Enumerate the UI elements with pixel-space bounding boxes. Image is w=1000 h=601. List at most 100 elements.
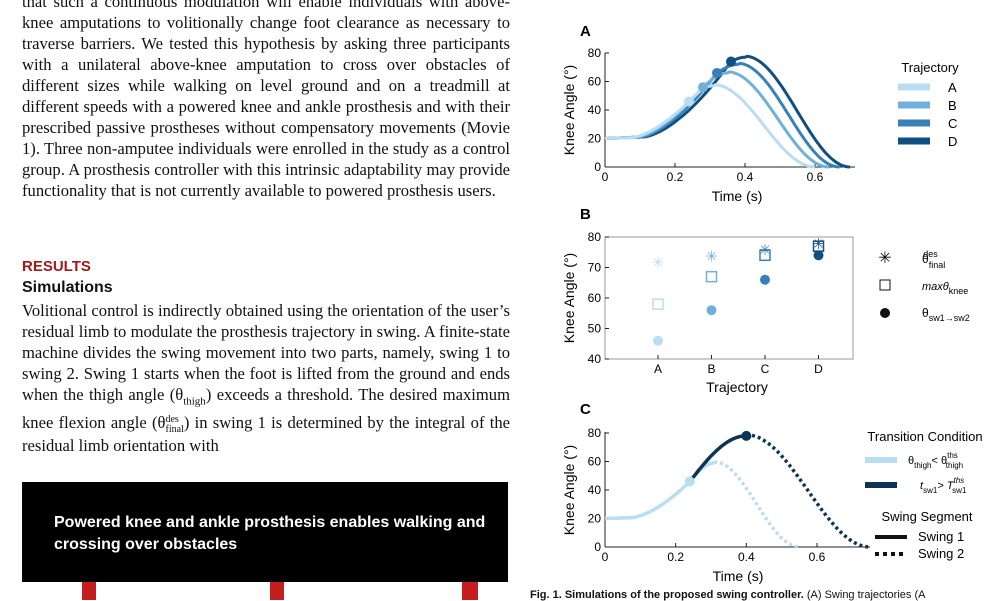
xtick-label: 0.6 xyxy=(807,170,824,184)
circle-point xyxy=(653,335,663,346)
legend-theta-final: θfinaldes xyxy=(922,249,945,270)
sim-sub-2: final xyxy=(165,423,184,435)
ytick-label: 20 xyxy=(588,132,602,146)
xtick-label: 0 xyxy=(602,170,609,184)
simulations-paragraph: Volitional control is indirectly obtaine… xyxy=(22,300,510,456)
figure-middle xyxy=(270,582,284,600)
simulations-heading: Simulations xyxy=(22,279,113,296)
sim-supsub: des final xyxy=(165,413,184,435)
ytick-label: 40 xyxy=(588,352,602,366)
panel-a-transition-point-B xyxy=(698,82,708,93)
panel-a-series xyxy=(604,54,851,169)
square-point xyxy=(652,298,664,310)
sim-text-1: Volitional control is indirectly obtaine… xyxy=(22,301,510,404)
panel-b-xticks: A B C D xyxy=(654,355,823,376)
seg1-label: Swing 1 xyxy=(918,529,964,544)
panel-c-xticks: 0 0.2 0.4 0.6 xyxy=(602,543,826,564)
results-heading: RESULTS xyxy=(22,258,91,275)
panel-b-yticks: 40 50 60 70 80 xyxy=(588,230,609,366)
circle-point xyxy=(813,250,824,261)
legend-theta-sw: θsw1→sw2 xyxy=(922,306,970,323)
square-point xyxy=(705,270,718,283)
ytick-label: 0 xyxy=(594,160,601,174)
panel-c-xlabel: Time (s) xyxy=(713,568,764,584)
panel-a-xlabel: Time (s) xyxy=(712,188,763,204)
legend-label-A: A xyxy=(948,80,957,95)
panel-c-transition-point-dark xyxy=(741,430,752,441)
panel-b-ylabel: Knee Angle (°) xyxy=(561,253,577,343)
sim-text-2: ) exceeds a threshold. The desired maxim… xyxy=(22,385,511,433)
ytick-label: 80 xyxy=(588,426,602,440)
video-figures xyxy=(82,582,478,600)
circle-point xyxy=(760,274,770,285)
panel-a-transition-point-C xyxy=(712,67,722,78)
movie-1-player[interactable]: Powered knee and ankle prosthesis enable… xyxy=(22,482,508,600)
ytick-label: 80 xyxy=(588,230,602,244)
xtick-label: 0.6 xyxy=(809,550,826,564)
panel-c-dark-swing1 xyxy=(688,434,747,483)
panel-b-xlabel: Trajectory xyxy=(706,379,768,395)
xtick-label: 0.4 xyxy=(737,170,754,184)
tc1-label: θthigh< θths thigh xyxy=(908,451,963,470)
ytick-label: 50 xyxy=(588,322,602,336)
ytick-label: 20 xyxy=(588,512,602,526)
panel-a-xticks: 0 0.2 0.4 0.6 xyxy=(602,163,824,184)
panel-a-ylabel: Knee Angle (°) xyxy=(561,65,577,155)
panel-b-legend: ✳ θfinaldes maxθknee θsw1→sw2 xyxy=(878,249,969,323)
panel-a-legend-title: Trajectory xyxy=(901,60,959,75)
legend-circle-icon xyxy=(880,308,890,318)
asterisk-point: ✳ xyxy=(652,254,665,271)
panel-c-transition-point-light xyxy=(684,476,695,487)
ytick-label: 60 xyxy=(588,75,602,89)
panel-a-transition-point-A xyxy=(684,96,694,107)
panel-c-light-swing2 xyxy=(713,460,800,549)
panel-a-yticks: 0 20 40 60 80 xyxy=(588,46,609,174)
panel-c-rise xyxy=(604,480,692,521)
panel-c-dark-swing2 xyxy=(745,432,871,549)
sim-sup-2: des xyxy=(165,413,179,425)
figure-right xyxy=(462,582,478,600)
panel-c-tc-title: Transition Condition xyxy=(867,429,982,444)
panel-b-points: ✳ ✳ ✳ ✳ xyxy=(652,236,825,346)
figure-caption: Fig. 1. Simulations of the proposed swin… xyxy=(530,589,1000,601)
legend-label-B: B xyxy=(948,98,957,113)
ytick-label: 0 xyxy=(594,540,601,554)
video-frame-bottom xyxy=(22,582,508,600)
asterisk-point: ✳ xyxy=(705,248,718,265)
panel-c-seg-title: Swing Segment xyxy=(881,509,972,524)
ytick-label: 40 xyxy=(588,483,602,497)
panel-b-letter: B xyxy=(580,206,591,223)
caption-bold: Fig. 1. Simulations of the proposed swin… xyxy=(530,589,804,601)
panel-c-axes xyxy=(604,432,870,548)
legend-square-icon xyxy=(879,279,891,291)
xtick-label: 0.4 xyxy=(738,550,755,564)
panel-a-transition-point-D xyxy=(726,56,736,67)
panel-c-ylabel: Knee Angle (°) xyxy=(561,445,577,535)
legend-label-D: D xyxy=(948,134,957,149)
ytick-label: 40 xyxy=(588,103,602,117)
ytick-label: 60 xyxy=(588,455,602,469)
xtick-label: 0.2 xyxy=(667,170,684,184)
asterisk-point: ✳ xyxy=(812,236,825,253)
xtick-label: 0 xyxy=(602,550,609,564)
xtick-label: 0.2 xyxy=(667,550,684,564)
ytick-label: 60 xyxy=(588,291,602,305)
legend-max-theta: maxθknee xyxy=(922,281,968,296)
legend-label-C: C xyxy=(948,116,957,131)
panel-c-yticks: 0 20 40 60 80 xyxy=(588,426,609,554)
square-point xyxy=(759,249,771,262)
xtick-label: D xyxy=(814,362,823,376)
panel-c-series xyxy=(604,430,871,549)
intro-paragraph: that such a continuous modulation will e… xyxy=(22,0,510,200)
xtick-label: A xyxy=(654,362,662,376)
figure-1: A 0 20 40 60 80 0 0.2 0.4 0.6 Knee Angle (°) Ti… xyxy=(561,23,983,584)
xtick-label: C xyxy=(761,362,770,376)
panel-a-letter: A xyxy=(580,23,591,40)
panel-a-line-D xyxy=(604,54,851,169)
caption-rest: (A) Swing trajectories (A xyxy=(803,589,926,601)
tc2-label: tsw1> Tths sw1 xyxy=(920,476,967,495)
panel-c-letter: C xyxy=(580,401,591,418)
sim-sub-1: thigh xyxy=(183,395,206,408)
panel-a-axes xyxy=(604,53,855,168)
